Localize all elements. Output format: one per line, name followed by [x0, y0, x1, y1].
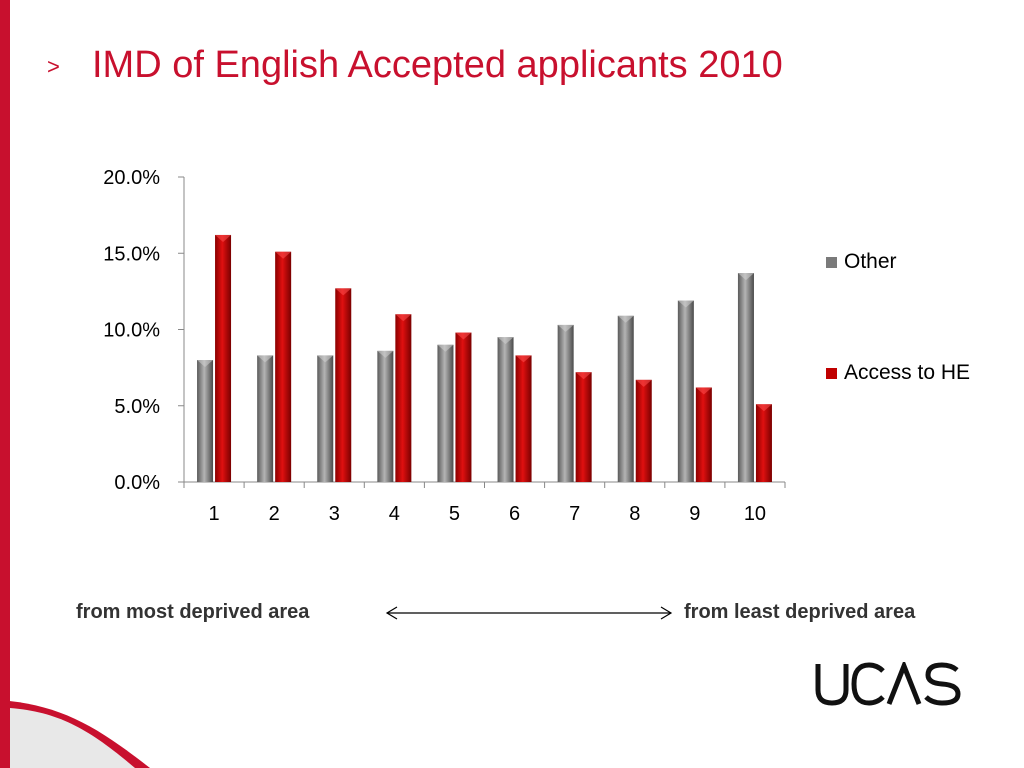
slide-title: IMD of English Accepted applicants 2010 — [92, 44, 783, 86]
left-accent-bar — [0, 0, 10, 768]
x-tick-label: 7 — [569, 503, 580, 525]
y-tick-label: 15.0% — [103, 243, 160, 265]
bar-other — [377, 350, 394, 482]
legend-label: Other — [844, 250, 897, 273]
x-tick-label: 9 — [689, 503, 700, 525]
bar-other — [497, 337, 514, 482]
legend-swatch — [826, 257, 837, 268]
ucas-logo — [815, 662, 961, 706]
bar-access-to-he — [695, 387, 712, 482]
double-arrow-icon — [385, 606, 673, 620]
x-tick-label: 5 — [449, 503, 460, 525]
bar-access-to-he — [335, 288, 352, 482]
bar-other — [317, 355, 334, 482]
x-tick-label: 2 — [269, 503, 280, 525]
bar-other — [557, 324, 574, 482]
bar-other — [617, 315, 634, 482]
title-chevron-icon: > — [47, 54, 60, 79]
x-tick-label: 6 — [509, 503, 520, 525]
x-tick-label: 1 — [208, 503, 219, 525]
y-tick-label: 20.0% — [103, 167, 160, 189]
bar-access-to-he — [215, 234, 232, 482]
y-tick-label: 10.0% — [103, 320, 160, 342]
x-tick-label: 3 — [329, 503, 340, 525]
bar-other — [677, 300, 694, 482]
x-tick-label: 8 — [629, 503, 640, 525]
caption-least-deprived: from least deprived area — [684, 601, 916, 623]
bar-access-to-he — [515, 355, 532, 482]
bar-other — [257, 355, 274, 482]
legend-swatch — [826, 368, 837, 379]
x-tick-label: 4 — [389, 503, 400, 525]
legend-label: Access to HE — [844, 361, 971, 384]
y-tick-label: 5.0% — [114, 396, 160, 418]
bar-access-to-he — [455, 332, 472, 482]
bar-access-to-he — [635, 379, 652, 482]
x-tick-label: 10 — [744, 503, 766, 525]
y-tick-label: 0.0% — [114, 472, 160, 494]
bar-access-to-he — [575, 372, 592, 482]
bar-other — [737, 273, 754, 482]
bar-access-to-he — [755, 404, 772, 482]
bar-other — [197, 360, 214, 482]
caption-most-deprived: from most deprived area — [76, 601, 310, 623]
bar-access-to-he — [395, 314, 412, 482]
bar-other — [437, 344, 454, 482]
bar-access-to-he — [275, 251, 292, 482]
